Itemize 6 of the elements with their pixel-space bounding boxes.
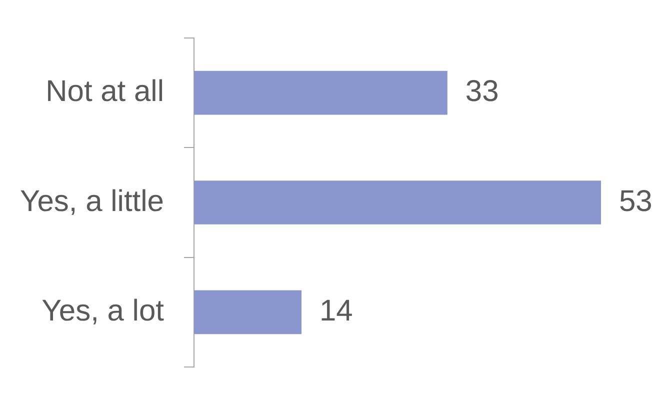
data-label: 14 (319, 294, 353, 328)
data-label: 53 (619, 184, 652, 218)
data-label: 33 (465, 75, 499, 108)
y-tick-label: Not at all (46, 75, 164, 108)
y-tick-label: Yes, a lot (42, 294, 165, 328)
y-tick-label: Yes, a little (20, 184, 164, 218)
